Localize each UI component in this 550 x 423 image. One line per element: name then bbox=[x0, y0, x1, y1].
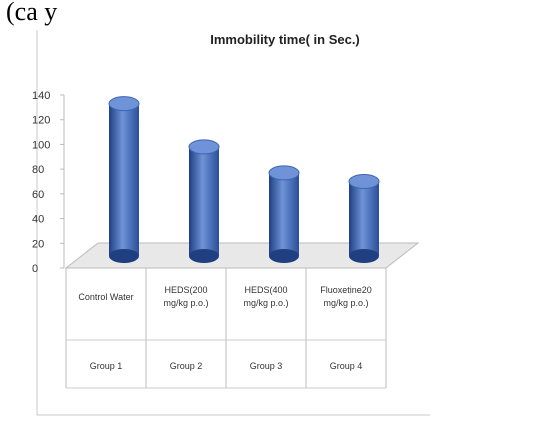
x-category-label: Fluoxetine20 bbox=[320, 285, 372, 295]
bar bbox=[108, 96, 140, 263]
bar bbox=[188, 139, 220, 263]
axis-layer: 0 20 40 60 80 100 120 140 bbox=[32, 90, 65, 275]
x-category-label: mg/kg p.o.) bbox=[163, 298, 208, 308]
chart-floor bbox=[64, 242, 420, 269]
bar bbox=[268, 165, 300, 263]
y-tick-label: 0 bbox=[32, 263, 38, 275]
group-label: Group 4 bbox=[330, 361, 363, 371]
bar-body bbox=[189, 146, 219, 256]
bar-base bbox=[349, 249, 379, 263]
x-category-label: HEDS(200 bbox=[164, 285, 207, 295]
bar-body bbox=[109, 103, 139, 257]
bar bbox=[348, 174, 380, 263]
x-category-label: Control Water bbox=[78, 292, 133, 302]
floor-layer bbox=[64, 242, 420, 269]
x-category-label: HEDS(400 bbox=[244, 285, 287, 295]
y-tick-label: 100 bbox=[32, 139, 50, 151]
x-category-label: mg/kg p.o.) bbox=[243, 298, 288, 308]
y-tick-label: 140 bbox=[32, 90, 50, 102]
bar-base bbox=[109, 249, 139, 263]
y-tick-label: 60 bbox=[32, 189, 44, 201]
bar-base bbox=[269, 249, 299, 263]
bar-body bbox=[269, 172, 299, 256]
y-tick-label: 20 bbox=[32, 238, 44, 250]
bar-body bbox=[349, 181, 379, 256]
bar-top bbox=[268, 165, 300, 181]
y-tick-label: 40 bbox=[32, 214, 44, 226]
bar-top bbox=[348, 174, 380, 189]
chart-title: Immobility time( in Sec.) bbox=[210, 32, 360, 47]
category-table: Control Water Group 1 HEDS(200 mg/kg p.o.) G… bbox=[65, 268, 387, 389]
x-category-label: mg/kg p.o.) bbox=[323, 298, 368, 308]
group-label: Group 3 bbox=[250, 361, 283, 371]
y-tick-label: 120 bbox=[32, 115, 50, 127]
group-label: Group 1 bbox=[90, 361, 123, 371]
bar-top bbox=[108, 96, 140, 112]
bar-base bbox=[189, 249, 219, 263]
bar-layer bbox=[108, 96, 380, 263]
bar-top bbox=[188, 139, 220, 155]
header-fragment: (ca y bbox=[6, 0, 57, 26]
y-tick-label: 80 bbox=[32, 164, 44, 176]
group-label: Group 2 bbox=[170, 361, 203, 371]
